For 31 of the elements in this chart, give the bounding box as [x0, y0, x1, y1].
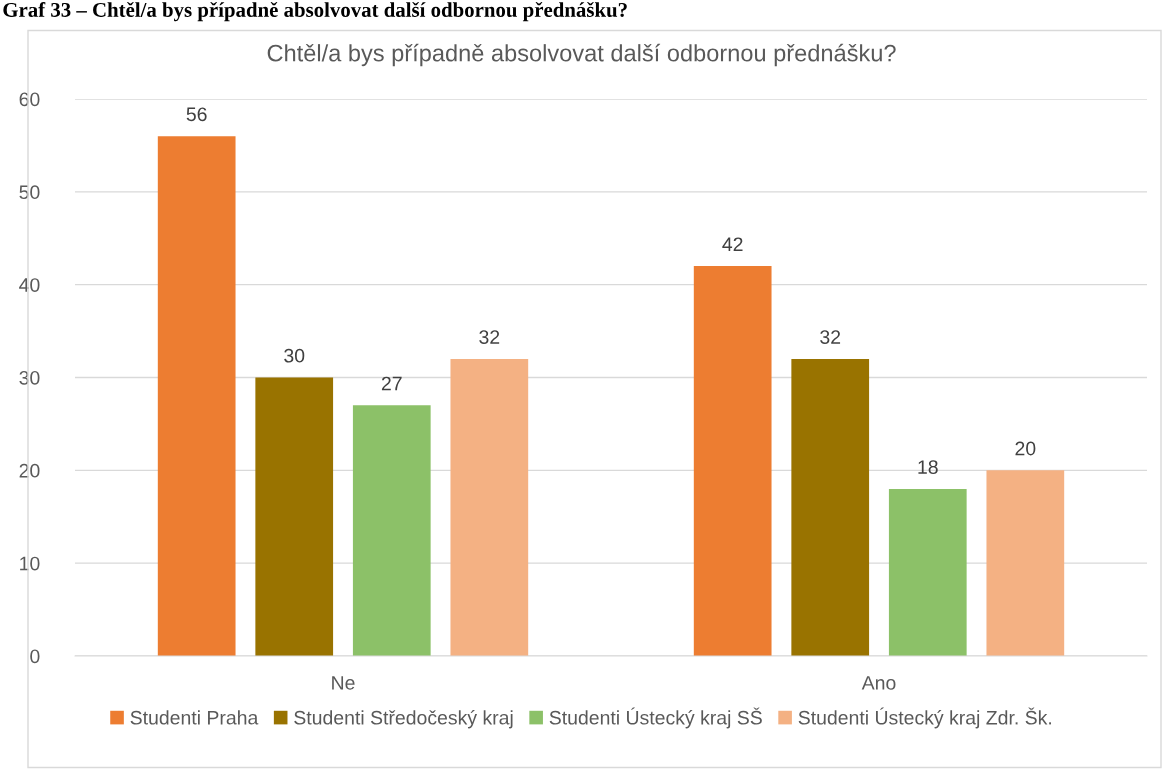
- y-tick-label: 20: [19, 463, 40, 478]
- data-label: 20: [1015, 441, 1036, 456]
- bar: [791, 358, 870, 656]
- data-label: 56: [186, 107, 207, 122]
- bar: [693, 266, 772, 656]
- data-label: 18: [918, 460, 938, 474]
- legend-label: Studenti Praha: [130, 710, 259, 725]
- bar: [352, 405, 431, 656]
- bar: [157, 136, 236, 656]
- x-tick-label: Ano: [861, 676, 896, 690]
- y-tick-label: 0: [30, 649, 40, 664]
- text: Graf 33 – Chtěl/a bys případně absolvovat další odbornou přednášku?: [3, 2, 627, 22]
- data-label: 42: [722, 237, 743, 251]
- x-tick-label: Ne: [332, 676, 355, 690]
- data-label: 32: [820, 330, 841, 344]
- bar: [888, 488, 967, 656]
- bar: [986, 470, 1065, 656]
- legend-label: Studenti Středočeský kraj: [294, 710, 513, 729]
- legend-label: Studenti Ústecký kraj SŠ: [549, 707, 762, 729]
- legend-label: Studenti Ústecký kraj Zdr. Šk.: [798, 707, 1051, 729]
- chart-title: Chtěl/a bys případně absolvovat další odbornou přednášku?: [267, 43, 896, 67]
- y-tick-label: 40: [19, 278, 40, 292]
- y-tick-label: 50: [19, 185, 40, 200]
- y-tick-label: 30: [19, 370, 40, 385]
- y-tick-label: 60: [19, 92, 40, 107]
- data-label: 32: [479, 330, 500, 344]
- y-tick-label: 10: [20, 556, 40, 571]
- data-label: 27: [381, 376, 402, 391]
- bar: [450, 358, 529, 656]
- bar: [255, 377, 334, 656]
- data-label: 30: [284, 348, 305, 363]
